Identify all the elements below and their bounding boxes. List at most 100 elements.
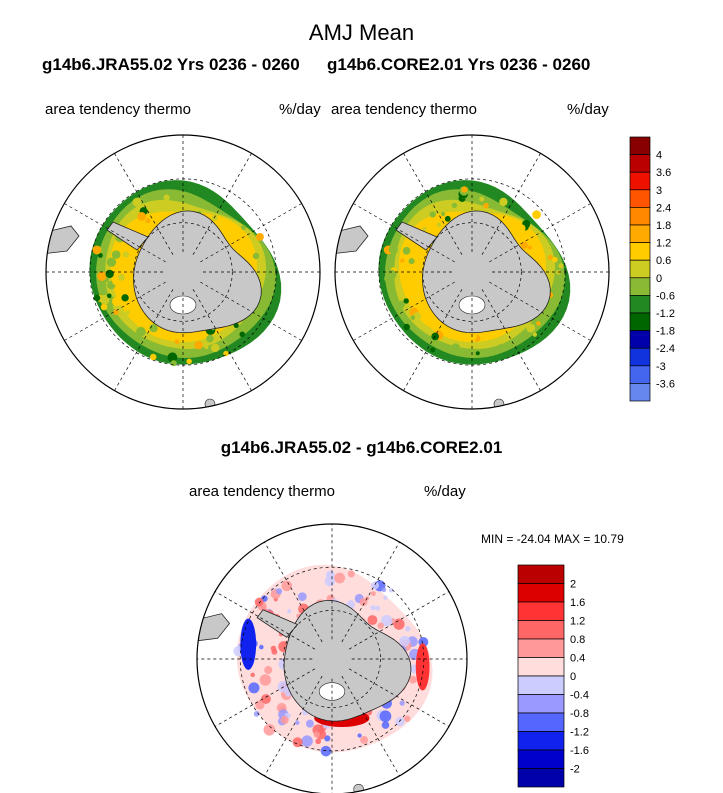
field-patch xyxy=(483,202,489,209)
diff-patch xyxy=(399,635,410,647)
diff-patch xyxy=(388,587,394,593)
field-patch xyxy=(400,258,405,263)
diff-patch xyxy=(360,735,369,744)
field-patch xyxy=(257,313,262,318)
diff-patch xyxy=(324,735,331,742)
diff-patch xyxy=(276,588,283,595)
abs-colorbar-tick-label: 1.2 xyxy=(656,238,671,250)
field-patch xyxy=(526,323,536,333)
diff-patch xyxy=(280,715,289,725)
meridian-line xyxy=(192,153,252,255)
diff-title: g14b6.JRA55.02 - g14b6.CORE2.01 xyxy=(220,438,503,457)
antarctic-peninsula xyxy=(106,221,149,251)
field-patch xyxy=(174,339,180,345)
field-patch xyxy=(167,352,178,363)
min-max-label: MIN = -24.04 MAX = 10.79 xyxy=(481,532,624,546)
meridian-line xyxy=(114,289,174,391)
diff-colorbar-tick-label: -1.6 xyxy=(570,745,589,757)
field-patch xyxy=(498,344,503,349)
abs-colorbar-box xyxy=(629,383,651,402)
diff-colorbar-tick-label: 0.8 xyxy=(570,634,585,646)
diff-patch xyxy=(383,595,388,600)
diff-colorbar-box xyxy=(517,601,565,621)
diff-patch xyxy=(381,721,390,729)
field-patch xyxy=(499,197,508,207)
abs-colorbar-box xyxy=(629,224,651,243)
meridian-line xyxy=(348,591,450,650)
abs-colorbar-box xyxy=(629,189,651,208)
field-patch xyxy=(223,350,229,357)
left-variable-label: area tendency thermo xyxy=(45,101,191,118)
field-patch xyxy=(204,345,209,350)
diff-colorbar-tick-label: -0.8 xyxy=(570,708,589,720)
meridian-line xyxy=(348,668,450,727)
field-patch xyxy=(93,294,101,302)
diff-patch xyxy=(381,587,387,593)
diff-patch xyxy=(263,723,276,736)
diff-patch xyxy=(255,700,265,710)
diff-patch xyxy=(375,605,381,611)
field-patch xyxy=(112,277,120,285)
diff-colorbar-box xyxy=(517,583,565,603)
field-patch xyxy=(136,326,146,337)
field-patch xyxy=(429,211,436,218)
field-patch xyxy=(547,254,553,260)
abs-colorbar-tick-label: 4 xyxy=(656,150,662,162)
abs-colorbar-tick-label: 1.8 xyxy=(656,220,671,232)
field-patch xyxy=(186,358,192,365)
abs-colorbar-tick-label: 2.4 xyxy=(656,202,671,214)
antarctic-peninsula xyxy=(256,609,299,638)
field-patch xyxy=(451,343,460,352)
field-patch xyxy=(388,244,399,254)
latitude-circle xyxy=(133,222,233,322)
abs-colorbar-tick-label: -2.4 xyxy=(656,343,675,355)
diff-patch xyxy=(248,682,260,694)
diff-colorbar-box xyxy=(517,620,565,640)
field-patch xyxy=(99,294,110,305)
diff-map xyxy=(196,523,468,793)
diff-patch xyxy=(334,572,346,584)
field-patch xyxy=(122,251,129,258)
field-patch xyxy=(547,300,553,305)
diff-colorbar-tick-label: -0.4 xyxy=(570,690,589,702)
meridian-line xyxy=(214,591,316,650)
diff-colorbar-tick-label: 0.4 xyxy=(570,653,585,665)
field-patch xyxy=(113,309,119,316)
field-patch xyxy=(106,257,117,267)
diff-patch xyxy=(357,733,362,738)
diff-variable-label: area tendency thermo xyxy=(189,483,335,500)
diff-colorbar-box xyxy=(517,675,565,695)
field-patch xyxy=(132,197,142,207)
abs-colorbar-tick-label: -0.6 xyxy=(656,290,675,302)
diff-patch xyxy=(281,580,293,592)
diff-colorbar: 2 1.6 1.2 0.8 0.4 0 -0.4 -0.8 -1.2 -1.6 -2 xyxy=(517,564,589,788)
abs-colorbar-tick-label: 0 xyxy=(656,273,662,285)
meridian-line xyxy=(341,675,400,777)
diff-patch xyxy=(324,576,336,587)
main-title: AMJ Mean xyxy=(308,20,415,45)
diff-colorbar-tick-label: 2 xyxy=(570,579,576,591)
right-variable-label: area tendency thermo xyxy=(331,101,477,118)
field-patch xyxy=(440,211,446,217)
diff-patch xyxy=(408,675,417,684)
field-patch xyxy=(252,252,260,260)
field-patch xyxy=(532,210,541,219)
abs-colorbar-tick-label: 0.6 xyxy=(656,255,671,267)
latitude-circle xyxy=(422,222,522,322)
field-patch xyxy=(397,300,405,309)
diff-east-max xyxy=(415,643,430,691)
diff-colorbar-tick-label: -1.2 xyxy=(570,727,589,739)
diff-patch xyxy=(305,719,314,728)
meridian-line xyxy=(481,289,541,391)
antarctic-peninsula xyxy=(395,221,438,251)
meridian-line xyxy=(341,541,400,643)
field-patch xyxy=(150,353,157,361)
diff-patch xyxy=(301,735,313,747)
diff-patch xyxy=(395,716,405,727)
diff-patch xyxy=(254,597,264,607)
meridian-line xyxy=(403,153,463,255)
meridian-line xyxy=(264,541,323,643)
diff-patch xyxy=(379,710,392,723)
field-patch xyxy=(210,343,220,353)
field-patch xyxy=(233,322,239,329)
